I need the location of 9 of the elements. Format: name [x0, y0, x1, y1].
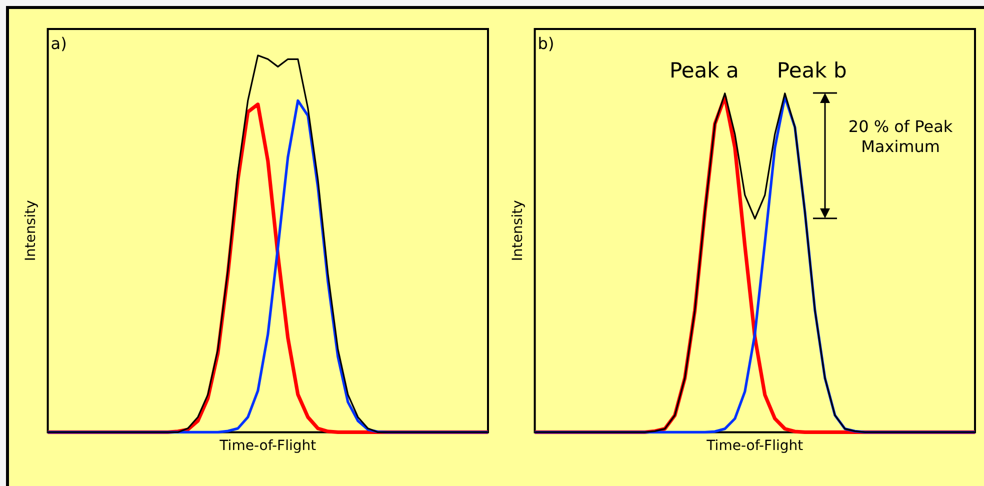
text: Peak b [776, 58, 847, 83]
x-axis-title: Time-of-Flight [706, 438, 804, 454]
chart-title: b) [538, 34, 554, 54]
x-axis-title: Time-of-Flight [218, 438, 317, 454]
chart-title: a) [50, 34, 67, 54]
y-axis-title: Intensity [23, 200, 40, 262]
y-axis-title: Intensity [510, 200, 526, 262]
text: Peak a [669, 58, 739, 83]
annotation: 20 % of Peak Maximum [847, 117, 954, 158]
